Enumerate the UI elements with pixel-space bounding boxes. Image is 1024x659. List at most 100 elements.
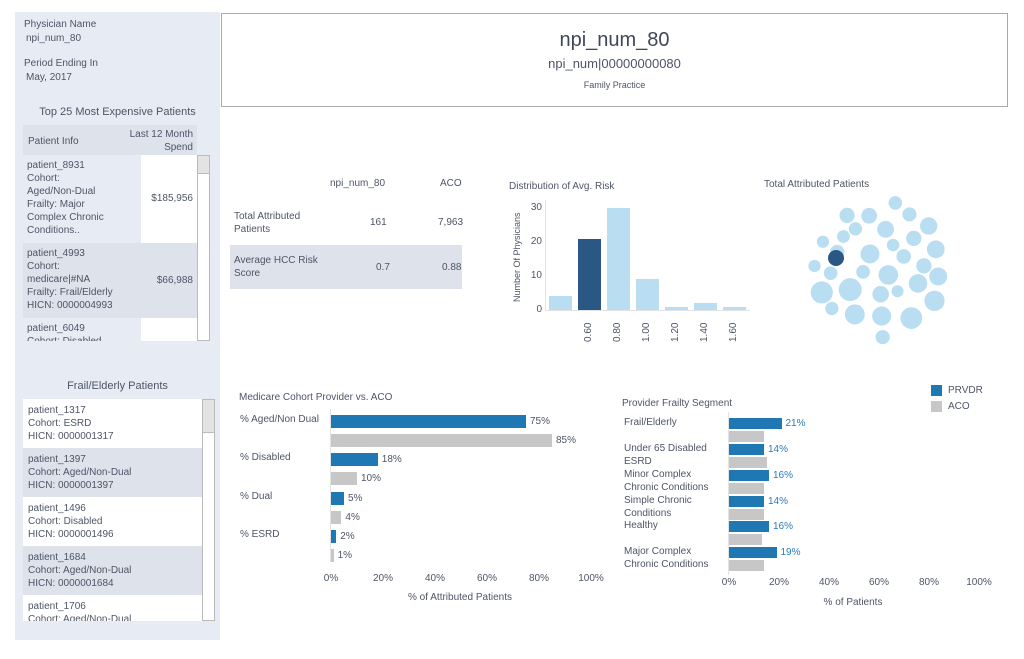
list-item[interactable]: patient_1397 Cohort: Aged/Non-Dual HICN: 0… bbox=[23, 448, 202, 497]
scroll-thumb[interactable] bbox=[203, 400, 214, 433]
aco-bar bbox=[729, 534, 762, 545]
top-patients-header: Patient Info Last 12 Month Spend bbox=[23, 125, 197, 155]
y-tick-label: 10 bbox=[530, 270, 542, 281]
category-label: Frail/Elderly bbox=[624, 417, 677, 428]
patient-line: HICN: 0000001317 bbox=[28, 431, 114, 442]
bubble[interactable] bbox=[891, 285, 904, 298]
bubble[interactable] bbox=[896, 249, 912, 264]
histogram-bar bbox=[636, 279, 659, 310]
bubble-title: Total Attributed Patients bbox=[764, 179, 870, 190]
bubble[interactable] bbox=[916, 258, 932, 274]
bubble[interactable] bbox=[844, 304, 865, 325]
patient-info-line: Cohort: bbox=[27, 173, 60, 184]
category-label: Minor Complex bbox=[624, 469, 692, 480]
list-item[interactable]: patient_1496 Cohort: Disabled HICN: 000000… bbox=[23, 497, 202, 546]
legend: PRVDR ACO bbox=[931, 382, 983, 414]
physician-filter[interactable]: npi_num_80 bbox=[26, 33, 82, 44]
bubble[interactable] bbox=[808, 259, 821, 273]
aco-bar bbox=[729, 457, 767, 468]
header-subtitle: npi_num|00000000080 bbox=[548, 56, 681, 71]
data-label: 75% bbox=[530, 415, 551, 427]
patient-info-line: Aged/Non-Dual bbox=[27, 186, 96, 197]
legend-item-aco[interactable]: ACO bbox=[931, 398, 983, 414]
bubble[interactable] bbox=[920, 217, 938, 235]
category-label: % ESRD bbox=[240, 529, 280, 540]
category-label: Major Complex bbox=[624, 546, 692, 557]
aco-bar bbox=[729, 560, 764, 571]
bubble-highlighted[interactable] bbox=[828, 250, 844, 266]
prvdr-bar bbox=[331, 415, 526, 428]
category-label: ESRD bbox=[624, 456, 652, 467]
bubble[interactable] bbox=[926, 240, 945, 259]
legend-item-prvdr[interactable]: PRVDR bbox=[931, 382, 983, 398]
period-filter[interactable]: May, 2017 bbox=[26, 72, 72, 83]
prvdr-bar bbox=[729, 418, 782, 429]
patient-line: Cohort: Disabled bbox=[28, 516, 103, 527]
aco-bar bbox=[729, 483, 764, 494]
table-row[interactable]: patient_4993 Cohort: medicare|#NA Frailty: … bbox=[23, 243, 197, 318]
bubble[interactable] bbox=[886, 238, 900, 252]
bubble[interactable] bbox=[823, 266, 838, 280]
data-label: 5% bbox=[348, 492, 363, 504]
patient-line: patient_1317 bbox=[28, 405, 86, 416]
data-label: 14% bbox=[768, 443, 789, 455]
bubble[interactable] bbox=[839, 207, 855, 223]
summary-aco-value: 7,963 bbox=[438, 217, 464, 228]
histogram-bar bbox=[578, 238, 601, 310]
patient-info-line: Conditions.. bbox=[27, 225, 80, 236]
patient-line: patient_1706 bbox=[28, 601, 86, 612]
list-item[interactable]: patient_1317 Cohort: ESRD HICN: 0000001317 bbox=[23, 399, 202, 448]
swatch-icon bbox=[931, 400, 942, 412]
prvdr-bar bbox=[729, 547, 777, 558]
y-axis bbox=[728, 412, 729, 575]
bubble[interactable] bbox=[888, 196, 903, 210]
bubble[interactable] bbox=[872, 285, 889, 303]
data-label: 16% bbox=[773, 469, 794, 481]
bubble[interactable] bbox=[861, 207, 877, 224]
patient-info-line: patient_8931 bbox=[27, 160, 85, 171]
x-tick-label: 1.60 bbox=[728, 322, 739, 342]
table-row[interactable]: patient_6049Cohort: Disabled bbox=[23, 318, 197, 341]
x-tick-label: 0.60 bbox=[583, 322, 594, 342]
legend-label: ACO bbox=[948, 400, 970, 412]
x-tick-label: 100% bbox=[966, 577, 992, 588]
bubble[interactable] bbox=[872, 306, 892, 326]
bubble[interactable] bbox=[837, 230, 850, 243]
bubble[interactable] bbox=[924, 290, 945, 311]
top-patients-table[interactable]: patient_8931 Cohort: Aged/Non-Dual Frailty:… bbox=[23, 155, 197, 341]
bubble[interactable] bbox=[816, 235, 830, 248]
bubble[interactable] bbox=[875, 330, 890, 345]
bubble[interactable] bbox=[838, 278, 862, 302]
bubble[interactable] bbox=[860, 244, 880, 264]
data-label: 1% bbox=[337, 549, 353, 561]
bubble[interactable] bbox=[856, 265, 870, 279]
patient-info-line: Complex Chronic bbox=[27, 212, 104, 223]
category-label: Under 65 Disabled bbox=[624, 443, 707, 454]
bubble[interactable] bbox=[908, 274, 928, 293]
bubble[interactable] bbox=[848, 222, 863, 236]
x-tick-label: 0% bbox=[323, 573, 339, 584]
x-tick-label: 1.20 bbox=[670, 322, 681, 342]
summary-row-label: Total Attributed Patients bbox=[234, 211, 301, 235]
col-spend: Last 12 Month Spend bbox=[129, 129, 193, 153]
bubble[interactable] bbox=[900, 307, 923, 329]
scroll-thumb[interactable] bbox=[198, 156, 209, 174]
summary-row: Total Attributed Patients 161 7,963 bbox=[230, 203, 464, 243]
bubble[interactable] bbox=[906, 230, 922, 247]
top-patients-scrollbar[interactable] bbox=[197, 155, 210, 341]
patient-spend: $66,988 bbox=[156, 274, 193, 286]
frail-patients-list[interactable]: patient_1317 Cohort: ESRD HICN: 0000001317… bbox=[23, 399, 202, 621]
bubble[interactable] bbox=[902, 207, 917, 222]
bubble[interactable] bbox=[810, 281, 833, 304]
list-item[interactable]: patient_1684 Cohort: Aged/Non-Dual HICN: 0… bbox=[23, 546, 202, 595]
table-row[interactable]: patient_8931 Cohort: Aged/Non-Dual Frailty:… bbox=[23, 155, 197, 243]
bubble[interactable] bbox=[878, 265, 899, 285]
frail-scrollbar[interactable] bbox=[202, 399, 215, 621]
col-patient-info: Patient Info bbox=[28, 136, 79, 147]
patient-line: patient_1397 bbox=[28, 454, 86, 465]
bubble[interactable] bbox=[825, 301, 839, 316]
summary-row-label: Average HCC Risk Score bbox=[234, 255, 318, 279]
bubble[interactable] bbox=[877, 220, 895, 238]
bubble[interactable] bbox=[929, 267, 948, 286]
